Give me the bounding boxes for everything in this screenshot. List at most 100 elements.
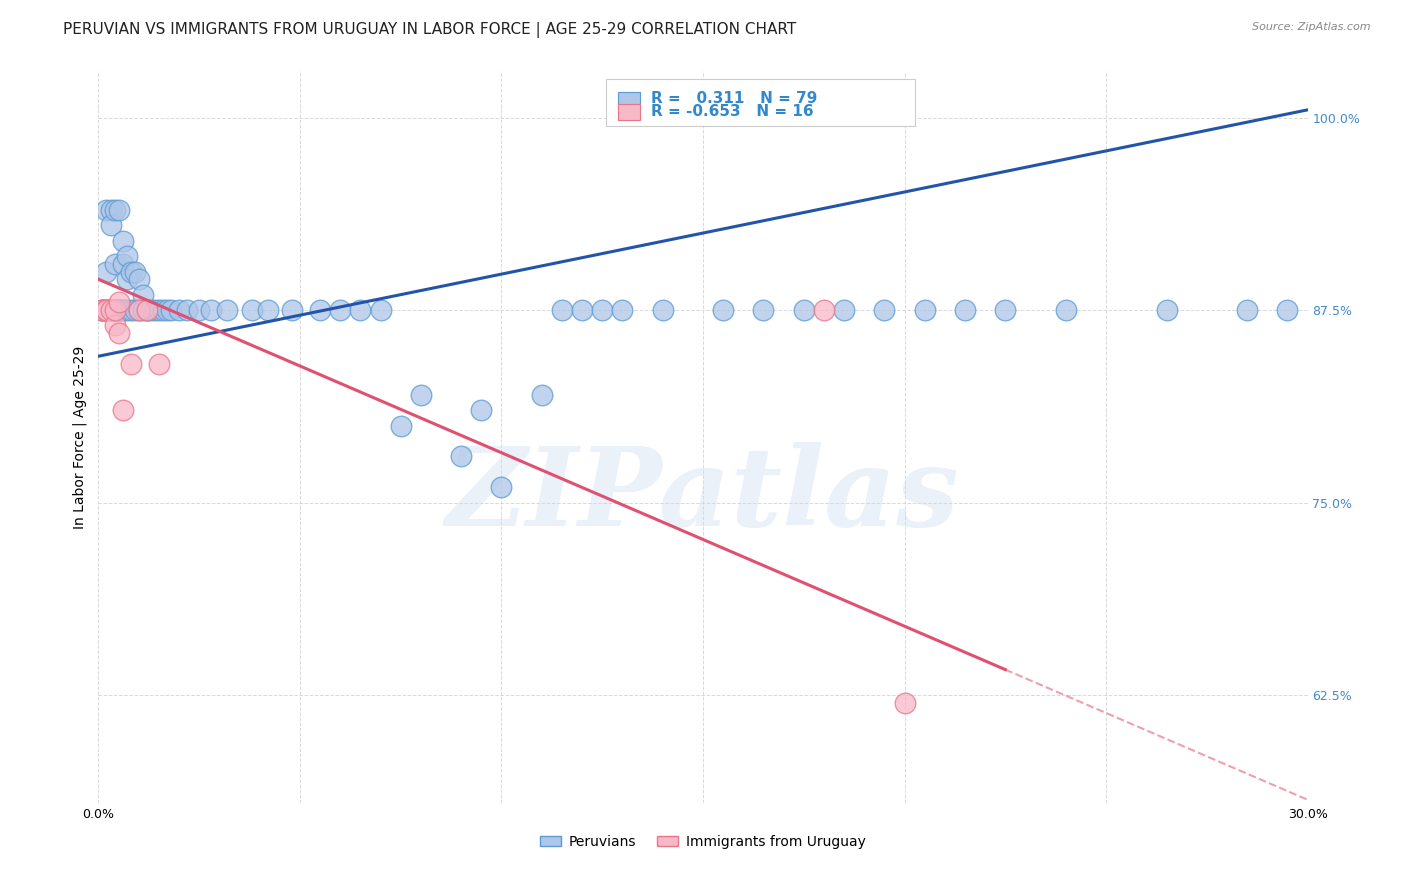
- Point: [96, 303, 118, 318]
- FancyBboxPatch shape: [619, 104, 640, 120]
- Text: PERUVIAN VS IMMIGRANTS FROM URUGUAY IN LABOR FORCE | AGE 25-29 CORRELATION CHART: PERUVIAN VS IMMIGRANTS FROM URUGUAY IN L…: [63, 22, 797, 38]
- Point: [120, 303, 142, 318]
- FancyBboxPatch shape: [619, 92, 640, 108]
- Point: [107, 303, 129, 318]
- Point: [96, 303, 118, 318]
- Point: [100, 303, 122, 318]
- Point: [107, 303, 129, 318]
- Point: [176, 303, 198, 318]
- Point: [96, 202, 118, 217]
- FancyBboxPatch shape: [606, 78, 915, 126]
- Point: [128, 303, 150, 318]
- Point: [530, 388, 553, 402]
- Point: [115, 272, 138, 286]
- Point: [167, 303, 190, 318]
- Point: [813, 303, 835, 318]
- Point: [551, 303, 574, 318]
- Point: [103, 303, 125, 318]
- Point: [148, 357, 170, 371]
- Point: [115, 303, 138, 318]
- Point: [128, 303, 150, 318]
- Legend: Peruvians, Immigrants from Uruguay: Peruvians, Immigrants from Uruguay: [534, 830, 872, 855]
- Point: [256, 303, 278, 318]
- Point: [96, 303, 118, 318]
- Point: [111, 234, 134, 248]
- Point: [711, 303, 734, 318]
- Text: R =   0.311   N = 79: R = 0.311 N = 79: [651, 91, 817, 106]
- Point: [135, 303, 157, 318]
- Y-axis label: In Labor Force | Age 25-29: In Labor Force | Age 25-29: [73, 345, 87, 529]
- Point: [571, 303, 593, 318]
- Point: [148, 303, 170, 318]
- Point: [349, 303, 371, 318]
- Point: [100, 303, 122, 318]
- Point: [491, 480, 513, 494]
- Point: [309, 303, 332, 318]
- Point: [100, 219, 122, 233]
- Point: [115, 249, 138, 263]
- Point: [1054, 303, 1077, 318]
- Point: [111, 257, 134, 271]
- Point: [91, 303, 114, 318]
- Point: [96, 303, 118, 318]
- Point: [651, 303, 673, 318]
- Point: [103, 257, 125, 271]
- Point: [893, 696, 915, 710]
- Point: [793, 303, 815, 318]
- Point: [873, 303, 896, 318]
- Point: [240, 303, 263, 318]
- Point: [107, 303, 129, 318]
- Point: [91, 303, 114, 318]
- Point: [91, 303, 114, 318]
- Point: [832, 303, 855, 318]
- Point: [953, 303, 976, 318]
- Point: [409, 388, 432, 402]
- Point: [107, 303, 129, 318]
- Point: [128, 272, 150, 286]
- Point: [103, 303, 125, 318]
- Point: [135, 303, 157, 318]
- Point: [111, 403, 134, 417]
- Point: [124, 303, 146, 318]
- Point: [96, 264, 118, 278]
- Point: [111, 303, 134, 318]
- Point: [200, 303, 222, 318]
- Point: [103, 318, 125, 333]
- Point: [470, 403, 492, 417]
- Point: [281, 303, 304, 318]
- Point: [994, 303, 1017, 318]
- Point: [160, 303, 183, 318]
- Point: [132, 303, 155, 318]
- Point: [120, 264, 142, 278]
- Point: [107, 295, 129, 310]
- Text: Source: ZipAtlas.com: Source: ZipAtlas.com: [1253, 22, 1371, 32]
- Point: [152, 303, 174, 318]
- Point: [103, 202, 125, 217]
- Point: [100, 202, 122, 217]
- Point: [370, 303, 392, 318]
- Point: [156, 303, 179, 318]
- Point: [100, 303, 122, 318]
- Point: [389, 418, 412, 433]
- Point: [188, 303, 211, 318]
- Point: [91, 303, 114, 318]
- Point: [103, 303, 125, 318]
- Point: [914, 303, 936, 318]
- Text: R = -0.653   N = 16: R = -0.653 N = 16: [651, 104, 814, 120]
- Point: [120, 357, 142, 371]
- Point: [111, 303, 134, 318]
- Point: [135, 303, 157, 318]
- Point: [107, 326, 129, 340]
- Point: [612, 303, 634, 318]
- Point: [329, 303, 352, 318]
- Point: [124, 264, 146, 278]
- Point: [217, 303, 239, 318]
- Point: [100, 303, 122, 318]
- Point: [450, 450, 472, 464]
- Point: [103, 303, 125, 318]
- Point: [752, 303, 775, 318]
- Point: [1156, 303, 1178, 318]
- Point: [1236, 303, 1258, 318]
- Point: [143, 303, 166, 318]
- Text: ZIPatlas: ZIPatlas: [446, 442, 960, 549]
